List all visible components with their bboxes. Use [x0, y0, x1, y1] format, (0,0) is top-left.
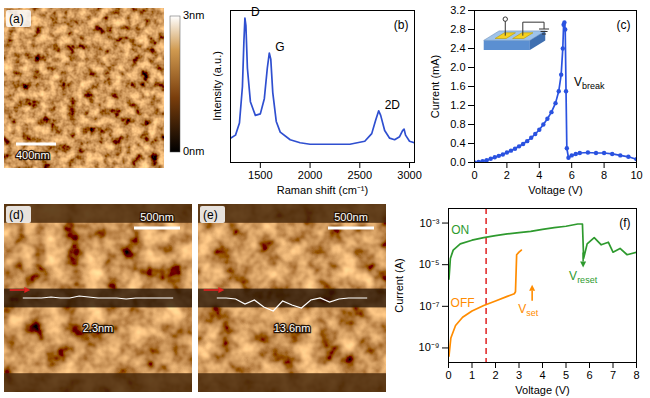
svg-text:Vreset: Vreset: [569, 269, 598, 285]
svg-text:Voltage (V): Voltage (V): [515, 384, 569, 396]
svg-text:3nm: 3nm: [183, 9, 204, 21]
svg-text:10⁻³: 10⁻³: [420, 217, 440, 229]
svg-text:Vset: Vset: [518, 302, 539, 318]
svg-text:4: 4: [539, 369, 545, 381]
svg-text:2.3nm: 2.3nm: [83, 322, 114, 334]
svg-text:1.6: 1.6: [450, 80, 465, 92]
svg-text:0.0: 0.0: [450, 156, 465, 168]
svg-text:3.2: 3.2: [450, 4, 465, 16]
svg-text:(a): (a): [9, 12, 24, 26]
svg-text:3000: 3000: [397, 169, 421, 181]
svg-text:2000: 2000: [298, 169, 322, 181]
svg-text:10⁻⁵: 10⁻⁵: [419, 258, 440, 270]
svg-text:5: 5: [563, 369, 569, 381]
svg-text:400nm: 400nm: [16, 149, 50, 161]
svg-text:(e): (e): [203, 208, 218, 222]
svg-text:10⁻⁹: 10⁻⁹: [419, 341, 440, 353]
svg-text:2500: 2500: [348, 169, 372, 181]
svg-text:0: 0: [445, 369, 451, 381]
svg-text:8: 8: [601, 169, 607, 181]
svg-text:(c): (c): [617, 18, 631, 32]
svg-text:7: 7: [610, 369, 616, 381]
svg-text:Voltage (V): Voltage (V): [528, 184, 582, 196]
svg-text:2: 2: [492, 369, 498, 381]
svg-text:(b): (b): [394, 18, 409, 32]
svg-text:8: 8: [633, 369, 639, 381]
svg-text:6: 6: [586, 369, 592, 381]
svg-text:10⁻⁷: 10⁻⁷: [419, 300, 439, 312]
svg-text:1.2: 1.2: [450, 99, 465, 111]
svg-text:D: D: [251, 5, 260, 19]
svg-text:2.4: 2.4: [450, 42, 465, 54]
svg-text:(d): (d): [9, 208, 24, 222]
svg-text:2: 2: [504, 169, 510, 181]
svg-text:0.4: 0.4: [450, 137, 465, 149]
svg-text:0.8: 0.8: [450, 118, 465, 130]
svg-text:4: 4: [536, 169, 542, 181]
svg-text:(f): (f): [619, 216, 630, 230]
svg-text:Vbreak: Vbreak: [574, 75, 605, 91]
svg-text:2.8: 2.8: [450, 23, 465, 35]
svg-text:Current (mA): Current (mA): [429, 55, 441, 119]
svg-text:2.0: 2.0: [450, 61, 465, 73]
svg-text:1500: 1500: [248, 169, 272, 181]
svg-text:3: 3: [516, 369, 522, 381]
svg-text:0nm: 0nm: [183, 145, 204, 157]
svg-text:10: 10: [630, 169, 642, 181]
svg-text:6: 6: [569, 169, 575, 181]
svg-text:500nm: 500nm: [334, 211, 368, 223]
svg-text:13.6nm: 13.6nm: [274, 322, 311, 334]
svg-text:0: 0: [471, 169, 477, 181]
svg-text:500nm: 500nm: [140, 211, 174, 223]
svg-text:1: 1: [469, 369, 475, 381]
svg-text:Intensity (a.u.): Intensity (a.u.): [211, 51, 223, 121]
svg-text:OFF: OFF: [451, 296, 475, 310]
svg-text:Raman shift (cm⁻¹): Raman shift (cm⁻¹): [277, 184, 368, 196]
svg-text:Current (A): Current (A): [393, 258, 405, 312]
svg-text:2D: 2D: [385, 98, 401, 112]
svg-text:G: G: [275, 40, 284, 54]
svg-text:ON: ON: [451, 223, 469, 237]
